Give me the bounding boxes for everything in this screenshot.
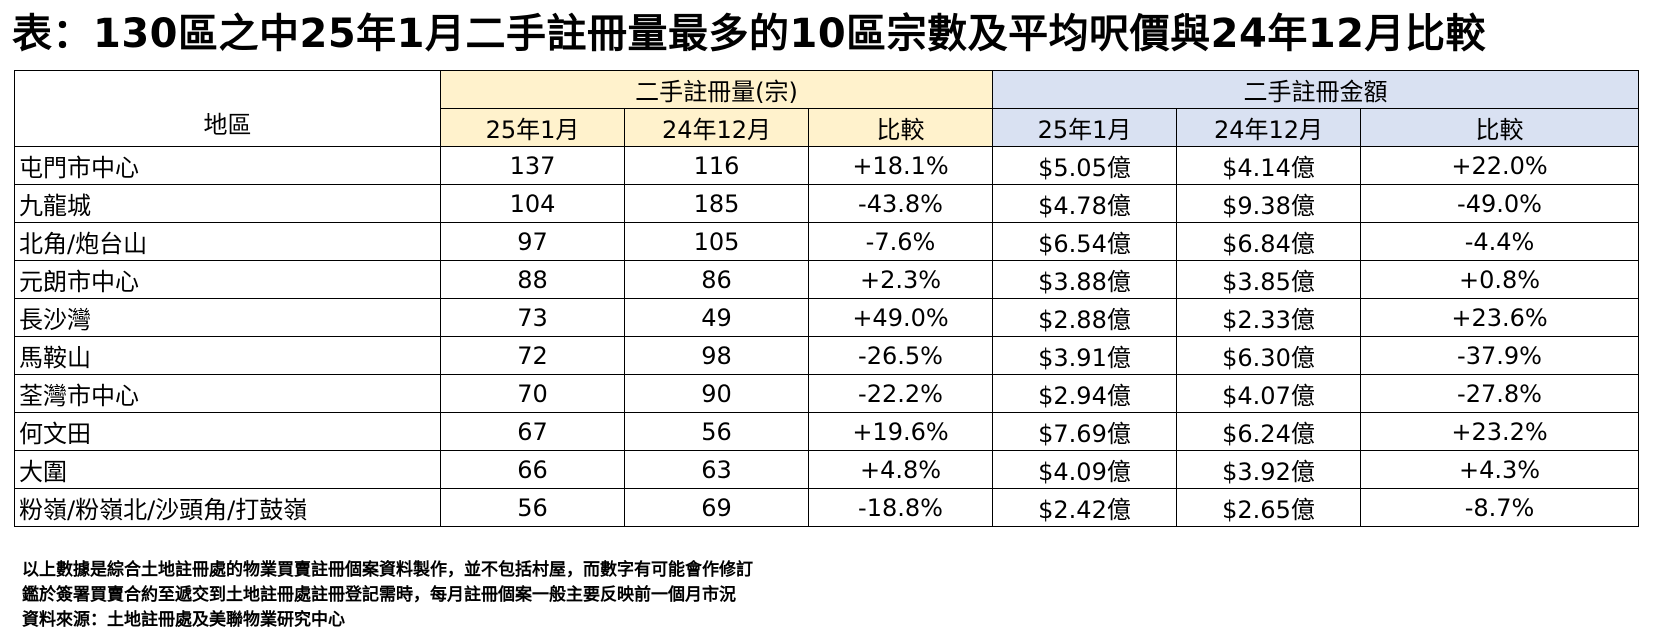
cell-area: 屯門市中心: [14, 146, 441, 185]
cell-area: 馬鞍山: [14, 336, 441, 375]
cell-amount-change: -8.7%: [1359, 488, 1640, 527]
cell-amount-change: +23.6%: [1359, 298, 1640, 337]
table-row: 何文田 67 56 +19.6% $7.69億 $6.24億 +23.2%: [14, 412, 1640, 451]
cell-amount-dec24: $2.33億: [1176, 298, 1361, 337]
cell-volume-jan25: 70: [440, 374, 625, 413]
cell-area: 長沙灣: [14, 298, 441, 337]
footnotes: 以上數據是綜合土地註冊處的物業買賣註冊個案資料製作，並不包括村屋，而數字有可能會…: [22, 558, 753, 633]
cell-volume-change: -26.5%: [808, 336, 993, 375]
cell-volume-dec24: 49: [624, 298, 809, 337]
header-area: 地區: [14, 70, 441, 147]
cell-amount-change: -37.9%: [1359, 336, 1640, 375]
cell-volume-jan25: 56: [440, 488, 625, 527]
table-row: 粉嶺/粉嶺北/沙頭角/打鼓嶺 56 69 -18.8% $2.42億 $2.65億 -8.7…: [14, 488, 1640, 527]
cell-volume-jan25: 97: [440, 222, 625, 261]
header-amount-dec24: 24年12月: [1176, 108, 1361, 147]
cell-volume-dec24: 63: [624, 450, 809, 489]
cell-volume-jan25: 137: [440, 146, 625, 185]
cell-volume-dec24: 69: [624, 488, 809, 527]
header-volume-jan25: 25年1月: [440, 108, 625, 147]
cell-area: 大圍: [14, 450, 441, 489]
cell-volume-jan25: 72: [440, 336, 625, 375]
header-row-group: 地區 二手註冊量(宗) 二手註冊金額: [14, 70, 1640, 147]
cell-amount-jan25: $4.09億: [992, 450, 1177, 489]
cell-amount-dec24: $6.30億: [1176, 336, 1361, 375]
cell-amount-dec24: $4.07億: [1176, 374, 1361, 413]
cell-amount-jan25: $2.88億: [992, 298, 1177, 337]
cell-volume-change: +49.0%: [808, 298, 993, 337]
cell-amount-jan25: $6.54億: [992, 222, 1177, 261]
cell-amount-change: +0.8%: [1359, 260, 1640, 299]
cell-volume-jan25: 88: [440, 260, 625, 299]
cell-amount-dec24: $3.85億: [1176, 260, 1361, 299]
cell-volume-dec24: 56: [624, 412, 809, 451]
cell-volume-dec24: 185: [624, 184, 809, 223]
cell-amount-jan25: $2.42億: [992, 488, 1177, 527]
table-row: 元朗市中心 88 86 +2.3% $3.88億 $3.85億 +0.8%: [14, 260, 1640, 299]
cell-amount-change: -49.0%: [1359, 184, 1640, 223]
header-amount-jan25: 25年1月: [992, 108, 1177, 147]
cell-amount-jan25: $3.88億: [992, 260, 1177, 299]
cell-volume-dec24: 90: [624, 374, 809, 413]
header-volume-dec24: 24年12月: [624, 108, 809, 147]
footnote-1: 以上數據是綜合土地註冊處的物業買賣註冊個案資料製作，並不包括村屋，而數字有可能會…: [22, 560, 753, 580]
cell-area: 九龍城: [14, 184, 441, 223]
cell-amount-dec24: $6.24億: [1176, 412, 1361, 451]
cell-area: 粉嶺/粉嶺北/沙頭角/打鼓嶺: [14, 488, 441, 527]
cell-volume-change: -43.8%: [808, 184, 993, 223]
table-row: 馬鞍山 72 98 -26.5% $3.91億 $6.30億 -37.9%: [14, 336, 1640, 375]
page-title: 表：130區之中25年1月二手註冊量最多的10區宗數及平均呎價與24年12月比較: [12, 11, 1486, 57]
cell-volume-change: +19.6%: [808, 412, 993, 451]
table-row: 北角/炮台山 97 105 -7.6% $6.54億 $6.84億 -4.4%: [14, 222, 1640, 261]
cell-amount-dec24: $4.14億: [1176, 146, 1361, 185]
footnote-source: 資料來源：土地註冊處及美聯物業研究中心: [22, 610, 345, 630]
footnote-2: 鑑於簽署買賣合約至遞交到土地註冊處註冊登記需時，每月註冊個案一般主要反映前一個月…: [22, 585, 736, 605]
cell-amount-change: +22.0%: [1359, 146, 1640, 185]
registration-table: 地區 二手註冊量(宗) 二手註冊金額 25年1月 24年12月 比較 25年1月…: [14, 70, 1640, 527]
header-group-amount: 二手註冊金額: [991, 70, 1640, 109]
header-amount-change: 比較: [1359, 108, 1640, 147]
cell-volume-change: -22.2%: [808, 374, 993, 413]
cell-amount-jan25: $4.78億: [992, 184, 1177, 223]
cell-amount-dec24: $3.92億: [1176, 450, 1361, 489]
cell-volume-change: -18.8%: [808, 488, 993, 527]
cell-volume-change: +2.3%: [808, 260, 993, 299]
cell-area: 北角/炮台山: [14, 222, 441, 261]
cell-amount-dec24: $9.38億: [1176, 184, 1361, 223]
table-row: 長沙灣 73 49 +49.0% $2.88億 $2.33億 +23.6%: [14, 298, 1640, 337]
cell-area: 何文田: [14, 412, 441, 451]
header-row-sub: 25年1月 24年12月 比較 25年1月 24年12月 比較: [15, 108, 1640, 147]
cell-volume-change: +18.1%: [808, 146, 993, 185]
cell-amount-change: -27.8%: [1359, 374, 1640, 413]
cell-volume-jan25: 104: [440, 184, 625, 223]
cell-amount-jan25: $2.94億: [992, 374, 1177, 413]
cell-volume-jan25: 66: [440, 450, 625, 489]
cell-volume-change: -7.6%: [808, 222, 993, 261]
table-row: 大圍 66 63 +4.8% $4.09億 $3.92億 +4.3%: [14, 450, 1640, 489]
cell-amount-change: +23.2%: [1359, 412, 1640, 451]
cell-amount-change: +4.3%: [1359, 450, 1640, 489]
cell-amount-jan25: $7.69億: [992, 412, 1177, 451]
cell-volume-jan25: 67: [440, 412, 625, 451]
cell-volume-dec24: 116: [624, 146, 809, 185]
cell-area: 荃灣市中心: [14, 374, 441, 413]
table-row: 荃灣市中心 70 90 -22.2% $2.94億 $4.07億 -27.8%: [14, 374, 1640, 413]
cell-amount-dec24: $6.84億: [1176, 222, 1361, 261]
cell-amount-dec24: $2.65億: [1176, 488, 1361, 527]
cell-volume-dec24: 86: [624, 260, 809, 299]
cell-area: 元朗市中心: [14, 260, 441, 299]
header-group-volume: 二手註冊量(宗): [440, 70, 993, 109]
table-body: 屯門市中心 137 116 +18.1% $5.05億 $4.14億 +22.0% 九龍城 10…: [14, 146, 1640, 527]
cell-amount-change: -4.4%: [1359, 222, 1640, 261]
table-row: 九龍城 104 185 -43.8% $4.78億 $9.38億 -49.0%: [14, 184, 1640, 223]
cell-volume-jan25: 73: [440, 298, 625, 337]
cell-amount-jan25: $3.91億: [992, 336, 1177, 375]
cell-volume-dec24: 105: [624, 222, 809, 261]
table-row: 屯門市中心 137 116 +18.1% $5.05億 $4.14億 +22.0%: [14, 146, 1640, 185]
header-volume-change: 比較: [808, 108, 993, 147]
cell-amount-jan25: $5.05億: [992, 146, 1177, 185]
cell-volume-dec24: 98: [624, 336, 809, 375]
cell-volume-change: +4.8%: [808, 450, 993, 489]
